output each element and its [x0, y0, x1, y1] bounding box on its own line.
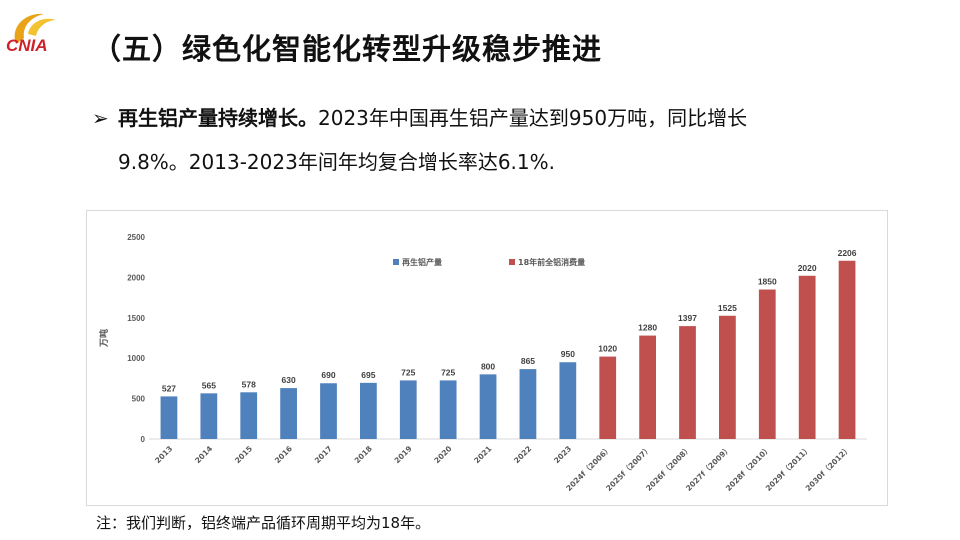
y-tick-label: 1500 — [127, 314, 145, 323]
x-tick-label: 2014 — [193, 444, 214, 465]
data-label: 2020 — [798, 263, 817, 273]
x-tick-label: 2022 — [512, 444, 533, 465]
y-tick-label: 500 — [132, 395, 146, 404]
data-label: 565 — [202, 380, 216, 390]
bar-chart: 0 500 1000 1500 2000 2500 万吨 527 2013 565 2014 578 2… — [98, 233, 867, 493]
legend-swatch — [393, 259, 399, 265]
footnote: 注：我们判断，铝终端产品循环周期平均为18年。 — [96, 514, 431, 532]
data-label: 1850 — [758, 277, 777, 287]
logo-swoosh-2 — [28, 18, 56, 36]
data-label: 630 — [282, 375, 296, 385]
logo-swoosh — [14, 13, 44, 44]
data-label: 800 — [481, 361, 495, 371]
y-tick-label: 2000 — [127, 273, 145, 282]
x-tick-label: 2018 — [353, 444, 374, 465]
logo-text: CNIA — [6, 36, 48, 55]
data-label: 950 — [561, 349, 575, 359]
bar — [758, 289, 776, 439]
bar — [320, 383, 337, 439]
bar — [559, 362, 577, 439]
chart-container: 0 500 1000 1500 2000 2500 万吨 527 2013 565 2014 578 2… — [86, 210, 888, 506]
bar — [519, 369, 537, 439]
legend-label: 18年前全铝消费量 — [518, 257, 585, 267]
bullet-paragraph: ➢ 再生铝产量持续增长。2023年中国再生铝产量达到950万吨，同比增长 9.8%… — [92, 96, 892, 184]
bar — [240, 392, 258, 439]
bullet-lead: 再生铝产量持续增长。 — [118, 106, 318, 130]
page-title: （五）绿色化智能化转型升级稳步推进 — [92, 32, 603, 66]
data-label: 1020 — [598, 344, 617, 354]
x-tick-label: 2021 — [472, 444, 493, 465]
x-tick-label: 2017 — [313, 444, 334, 465]
bar — [798, 275, 816, 439]
bar — [599, 356, 617, 439]
data-label: 527 — [162, 383, 176, 393]
data-label: 725 — [401, 367, 415, 377]
bar — [200, 393, 218, 439]
bar — [719, 315, 736, 439]
bullet-text-2: 9.8%。2013-2023年间年均复合增长率达6.1%. — [118, 150, 555, 174]
bullet-text-1: 2023年中国再生铝产量达到950万吨，同比增长 — [318, 106, 748, 130]
data-label: 690 — [321, 370, 335, 380]
data-label: 1280 — [638, 323, 657, 333]
y-axis-title: 万吨 — [98, 329, 110, 348]
data-label: 578 — [242, 379, 256, 389]
data-label: 695 — [361, 370, 375, 380]
bar — [439, 380, 457, 439]
data-label: 2206 — [838, 248, 857, 258]
bar — [838, 260, 856, 439]
data-label: 1397 — [678, 313, 697, 323]
x-tick-label: 2019 — [393, 444, 414, 465]
x-tick-label: 2015 — [233, 444, 254, 465]
bar — [399, 380, 417, 439]
x-tick-label: 2023 — [552, 444, 573, 465]
bar — [360, 382, 377, 439]
legend-swatch — [509, 259, 515, 265]
bar — [280, 388, 297, 439]
data-label: 865 — [521, 356, 535, 366]
cnia-logo: CNIA — [4, 4, 66, 62]
x-tick-label: 2016 — [273, 444, 294, 465]
x-tick-label: 2013 — [153, 444, 174, 465]
x-tick-label: 2020 — [432, 444, 453, 465]
legend-label: 再生铝产量 — [402, 257, 442, 267]
bullet-arrow-icon: ➢ — [92, 106, 109, 130]
y-tick-label: 0 — [141, 435, 146, 444]
bar — [479, 374, 497, 439]
y-tick-label: 1000 — [127, 354, 145, 363]
y-tick-label: 2500 — [127, 233, 145, 242]
data-label: 725 — [441, 367, 455, 377]
bar — [160, 396, 178, 439]
bar — [639, 335, 656, 439]
bar — [679, 326, 696, 439]
data-label: 1525 — [718, 303, 737, 313]
